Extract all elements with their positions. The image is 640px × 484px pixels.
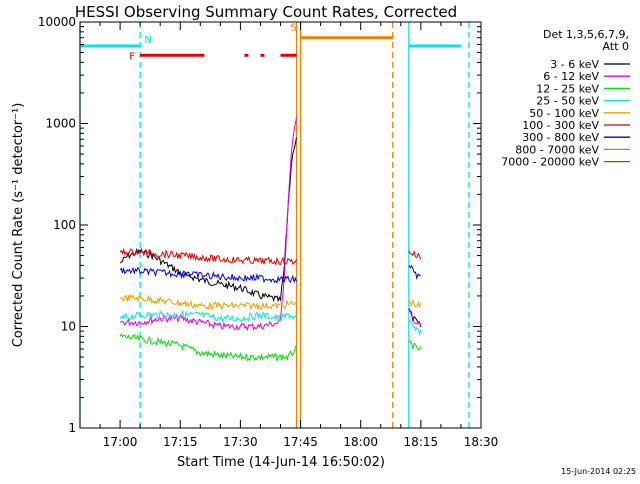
timestamp-label: 15-Jun-2014 02:25 [561, 467, 636, 476]
series-line-4-1 [408, 298, 422, 308]
x-tick-label: 17:45 [283, 435, 318, 449]
x-tick-label: 18:30 [464, 435, 499, 449]
plot-area: NF S [79, 22, 470, 428]
marker-label-F: F [129, 51, 135, 62]
legend-label-5: 100 - 300 keV [522, 119, 599, 132]
series-line-5-0 [119, 247, 297, 267]
legend-header-line-0: Det 1,3,5,6,7,9, [543, 28, 629, 41]
series-line-1-0 [119, 117, 297, 332]
marker-label-N: N [144, 35, 151, 46]
series-line-5-1 [408, 250, 422, 260]
x-axis-label: Start Time (14-Jun-14 16:50:02) [177, 455, 385, 470]
legend-label-6: 300 - 800 keV [522, 131, 599, 144]
series-line-6-0 [119, 266, 297, 284]
series-line-6-1 [408, 264, 421, 280]
x-tick-label: 18:15 [404, 435, 439, 449]
y-tick-label: 10000 [38, 15, 76, 29]
series-line-4-0 [119, 293, 297, 312]
series-line-1-1 [408, 310, 422, 327]
legend-label-8: 7000 - 20000 keV [501, 156, 599, 169]
series-line-3-0 [119, 309, 297, 323]
legend-label-4: 50 - 100 keV [529, 107, 599, 120]
marker-label-S: S [290, 23, 296, 34]
x-tick-label: 18:00 [343, 435, 378, 449]
legend-label-0: 3 - 6 keV [550, 58, 599, 71]
legend-label-7: 800 - 7000 keV [515, 143, 599, 156]
x-tick-label: 17:30 [223, 435, 258, 449]
series-line-2-0 [119, 333, 297, 363]
x-tick-label: 17:00 [103, 435, 138, 449]
series-line-3-1 [408, 320, 422, 337]
y-tick-label: 1000 [45, 117, 76, 131]
y-tick-label: 100 [53, 218, 76, 232]
series-line-2-1 [408, 340, 422, 351]
legend-label-3: 25 - 50 keV [536, 95, 599, 108]
series-line-0-0 [119, 137, 297, 303]
y-axis-label: Corrected Count Rate (s⁻¹ detector⁻¹) [11, 103, 26, 348]
legend-label-1: 6 - 12 keV [543, 70, 599, 83]
axis-ticks: 1 10 100 1000 10000 17:00 17:15 17:30 17:45 18:00… [38, 15, 498, 449]
chart-title: HESSI Observing Summary Count Rates, Cor… [75, 3, 457, 21]
legend-header-line-1: Att 0 [603, 40, 629, 53]
y-tick-label: 10 [61, 320, 76, 334]
legend-label-2: 12 - 25 keV [536, 82, 599, 95]
x-tick-label: 17:15 [163, 435, 198, 449]
y-tick-label: 1 [68, 421, 76, 435]
